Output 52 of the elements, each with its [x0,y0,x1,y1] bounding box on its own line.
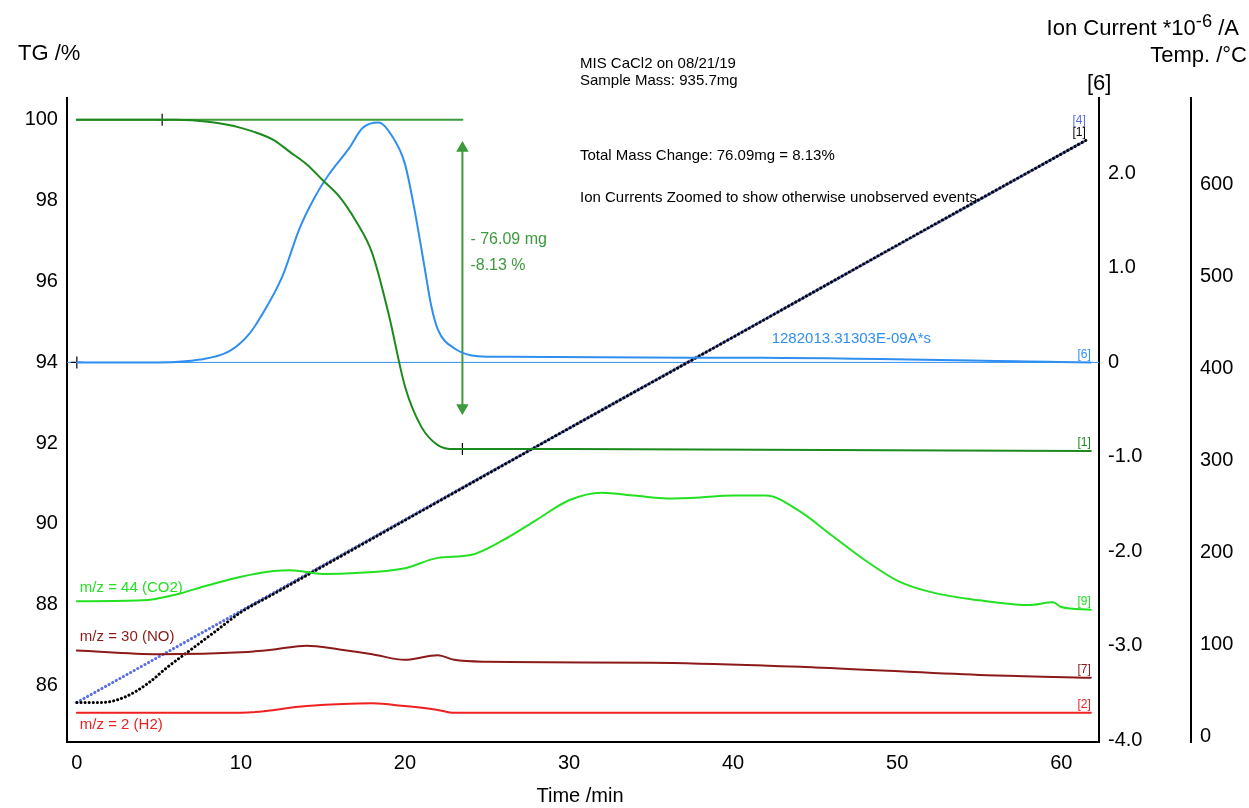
y2-tick-label: -4.0 [1108,727,1143,750]
x-tick-label: 40 [722,750,745,773]
line-series [75,491,1092,611]
y-axis-title: TG /% [18,40,81,66]
y-tick-label: 94 [35,349,58,372]
y2-tick-label: -3.0 [1108,633,1143,656]
annotation: [4] [1072,112,1086,127]
y3-tick-label: 0 [1200,724,1212,746]
annotation: - 76.09 mg [470,230,547,248]
y-tick-label: 100 [24,107,58,130]
x-tick-label: 30 [557,750,581,773]
annotation: [7] [1077,662,1091,677]
annotation: Total Mass Change: 76.09mg = 8.13% [580,145,836,165]
annotation: -8.13 % [470,256,526,274]
chart-title: MIS CaCl2 on 08/21/19 [580,54,737,71]
y3-tick-label: 300 [1200,448,1234,470]
y2-tick-label: -1.0 [1108,444,1143,467]
x-tick-label: 10 [229,750,253,773]
text: [6] [1087,70,1112,96]
y-tick-label: 88 [35,592,58,615]
annotation: Ion Currents Zoomed to show otherwise unobserved events [580,187,977,207]
chart-subtitle: Sample Mass: 935.7mg [580,71,738,88]
y3-axis-title: Temp. /°C [1150,42,1247,68]
annotation: [9] [1077,594,1091,609]
series-label: m/z = 30 (NO) [79,627,175,645]
x-axis-title: Time /min [535,784,625,807]
y2-tick-label: 2.0 [1108,161,1136,184]
x-tick-label: 20 [393,750,417,773]
y2-tick-label: 1.0 [1108,255,1136,278]
x-tick-label: 50 [886,750,909,773]
y2-tick-label: -2.0 [1108,538,1143,561]
y3-tick-label: 600 [1200,172,1234,194]
y-tick-label: 96 [35,268,58,291]
y-tick-label: 92 [35,430,58,453]
y2-axis-title: Ion Current *10$^{-6}$ /A [1046,10,1239,42]
y-tick-label: 98 [35,188,58,211]
series-label: m/z = 2 (H2) [79,715,163,733]
y3-tick-label: 100 [1200,632,1234,654]
y-tick-label: 86 [35,672,58,695]
y3-tick-label: 200 [1200,540,1234,562]
line-series [75,644,1092,679]
annotation: [2] [1077,697,1091,712]
x-tick-label: 0 [71,750,83,773]
annotation: [6] [1077,346,1091,361]
y-tick-label: 90 [35,511,58,534]
annotation: 1282013.31303E-09A*s [771,329,931,347]
y3-tick-label: 400 [1200,356,1234,378]
y3-tick-label: 500 [1200,264,1234,286]
x-tick-label: 60 [1050,750,1073,773]
series-label: m/z = 44 (CO2) [79,577,183,595]
y2-tick-label: 0 [1108,349,1120,372]
annotation: [1] [1077,435,1091,450]
